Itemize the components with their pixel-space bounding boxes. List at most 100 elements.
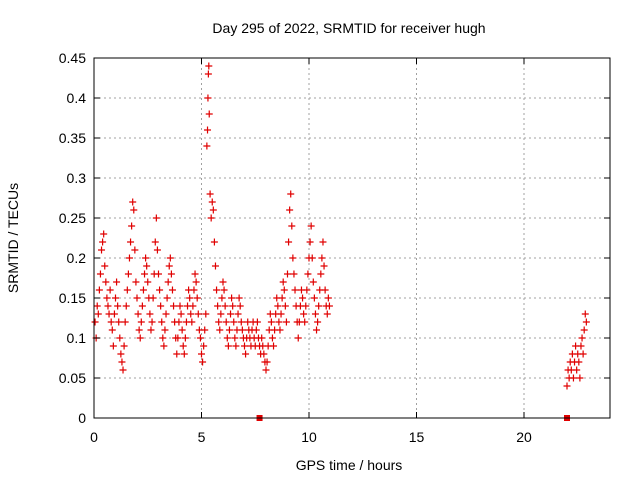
data-point bbox=[573, 366, 581, 374]
data-point bbox=[136, 334, 144, 342]
data-point bbox=[214, 302, 222, 310]
data-point bbox=[282, 318, 290, 326]
data-point bbox=[151, 238, 159, 246]
data-point bbox=[175, 318, 183, 326]
y-tick-label: 0 bbox=[78, 410, 86, 426]
data-point bbox=[207, 214, 215, 222]
data-point bbox=[167, 270, 175, 278]
data-point bbox=[190, 286, 198, 294]
y-tick-label: 0.2 bbox=[67, 250, 87, 266]
data-point bbox=[120, 342, 128, 350]
data-point bbox=[196, 334, 204, 342]
data-point bbox=[204, 126, 212, 134]
data-point bbox=[225, 326, 233, 334]
data-point bbox=[320, 262, 328, 270]
data-point bbox=[222, 318, 230, 326]
data-point bbox=[303, 286, 311, 294]
data-point bbox=[314, 318, 322, 326]
data-point bbox=[158, 318, 166, 326]
data-point bbox=[204, 70, 212, 78]
data-point bbox=[285, 238, 293, 246]
data-point bbox=[301, 318, 309, 326]
y-tick-label: 0.1 bbox=[67, 330, 87, 346]
data-point bbox=[123, 286, 131, 294]
data-point bbox=[156, 286, 164, 294]
data-point bbox=[258, 334, 266, 342]
data-point bbox=[188, 318, 196, 326]
data-point bbox=[262, 366, 270, 374]
data-point bbox=[162, 310, 170, 318]
y-tick-label: 0.25 bbox=[59, 210, 86, 226]
data-point bbox=[132, 278, 140, 286]
data-point bbox=[144, 278, 152, 286]
data-point bbox=[119, 366, 127, 374]
x-tick-label: 20 bbox=[516, 429, 532, 445]
data-point bbox=[284, 270, 291, 278]
data-point bbox=[194, 310, 202, 318]
data-point bbox=[146, 310, 154, 318]
data-point bbox=[176, 302, 184, 310]
data-point bbox=[157, 302, 165, 310]
y-axis-label: SRMTID / TECUs bbox=[5, 183, 21, 293]
data-point bbox=[208, 198, 216, 206]
data-point bbox=[289, 254, 297, 262]
x-axis-label: GPS time / hours bbox=[296, 457, 403, 473]
data-point bbox=[217, 310, 225, 318]
y-tick-label: 0.35 bbox=[59, 130, 86, 146]
data-point bbox=[277, 310, 285, 318]
data-point bbox=[579, 350, 587, 358]
data-point bbox=[307, 222, 315, 230]
data-point bbox=[275, 318, 283, 326]
data-point bbox=[278, 294, 286, 302]
data-point bbox=[211, 262, 219, 270]
data-point bbox=[323, 310, 331, 318]
data-point bbox=[138, 302, 146, 310]
data-point bbox=[286, 206, 294, 214]
data-point bbox=[191, 270, 199, 278]
data-point bbox=[291, 286, 299, 294]
data-point bbox=[94, 310, 102, 318]
data-point bbox=[238, 326, 246, 334]
data-point bbox=[198, 350, 205, 358]
data-point bbox=[221, 302, 229, 310]
data-point bbox=[220, 286, 228, 294]
x-tick-label: 5 bbox=[198, 429, 206, 445]
data-point bbox=[201, 326, 209, 334]
data-point bbox=[270, 342, 278, 350]
data-point bbox=[193, 294, 201, 302]
data-point bbox=[304, 270, 312, 278]
data-point bbox=[302, 302, 310, 310]
data-point bbox=[102, 278, 110, 286]
data-point bbox=[210, 238, 218, 246]
data-point bbox=[228, 294, 236, 302]
data-point bbox=[235, 294, 243, 302]
x-tick-label: 0 bbox=[90, 429, 98, 445]
y-tick-label: 0.15 bbox=[59, 290, 86, 306]
data-point bbox=[242, 350, 250, 358]
x-tick-label: 15 bbox=[409, 429, 425, 445]
data-point bbox=[101, 262, 109, 270]
data-point bbox=[309, 278, 317, 286]
data-point bbox=[95, 286, 103, 294]
data-point bbox=[231, 334, 239, 342]
data-point bbox=[104, 302, 112, 310]
data-point bbox=[135, 326, 143, 334]
data-point bbox=[216, 326, 224, 334]
data-point bbox=[290, 270, 298, 278]
data-point bbox=[581, 310, 589, 318]
data-point bbox=[218, 294, 226, 302]
data-point bbox=[152, 214, 160, 222]
data-point bbox=[160, 342, 168, 350]
data-point bbox=[110, 310, 118, 318]
data-point bbox=[91, 318, 99, 326]
data-point bbox=[205, 110, 213, 118]
data-point bbox=[139, 286, 147, 294]
data-point bbox=[281, 302, 289, 310]
data-point bbox=[125, 254, 133, 262]
data-point bbox=[319, 238, 327, 246]
data-point bbox=[121, 318, 129, 326]
data-point bbox=[219, 278, 227, 286]
data-point bbox=[143, 262, 151, 270]
data-point bbox=[274, 302, 282, 310]
